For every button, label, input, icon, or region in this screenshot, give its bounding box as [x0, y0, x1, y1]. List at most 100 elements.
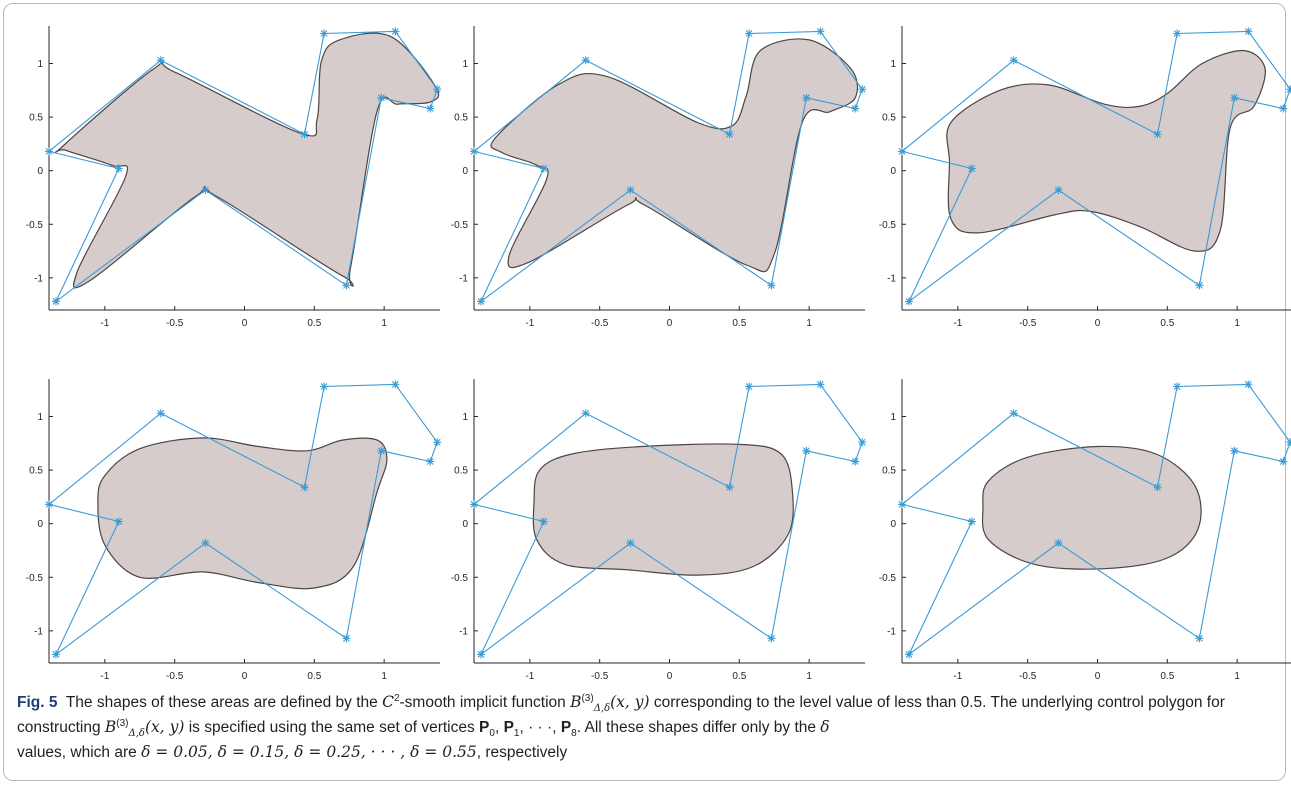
- vertex-marker-stroke: [320, 30, 328, 37]
- vertex-marker: [816, 380, 825, 389]
- vertex-marker: [626, 185, 635, 194]
- x-tick-label: 1: [806, 318, 812, 329]
- x-tick-label: 0: [242, 318, 248, 329]
- vertex-marker-stroke: [426, 105, 434, 112]
- vertex-marker-stroke: [202, 186, 209, 194]
- vertex-marker-stroke: [426, 458, 434, 465]
- y-tick-label: 0.5: [29, 466, 43, 477]
- vertex-marker-stroke: [45, 147, 53, 155]
- x-tick-label: -0.5: [1019, 671, 1037, 682]
- c-superscript: 2: [393, 692, 400, 704]
- vertex-marker: [476, 650, 485, 659]
- vertex-marker: [1009, 409, 1018, 418]
- vertex-marker: [1173, 29, 1182, 38]
- caption-text-4: is specified using the same set of verti…: [184, 719, 480, 736]
- x-tick-label: 1: [381, 318, 387, 329]
- vertex-marker-stroke: [1055, 186, 1062, 194]
- vertex-marker: [300, 130, 309, 139]
- x-tick-label: 0.5: [307, 671, 321, 682]
- b-subscript-2: Δ,δ: [128, 728, 145, 740]
- plot-svg-3: -1 -0.5 0 0.5 1 1 0.5 0 -0.5 -1: [879, 26, 1291, 329]
- vertex-marker: [745, 29, 754, 38]
- vertex-marker: [156, 56, 165, 65]
- sep-3: ,: [552, 719, 561, 736]
- vertex-marker-stroke: [540, 518, 548, 525]
- x-tick-label: -0.5: [166, 671, 184, 682]
- vertex-marker-stroke: [1010, 409, 1018, 417]
- vertex-marker: [51, 297, 60, 306]
- y-tick-label: 1: [462, 59, 468, 70]
- y-tick-label: -1: [459, 273, 468, 284]
- vertex-marker-stroke: [477, 651, 485, 658]
- vertex-marker-stroke: [1279, 105, 1287, 112]
- figure-label: Fig. 5: [17, 694, 58, 711]
- vertex-marker-stroke: [1010, 56, 1018, 64]
- y-tick-label: 0: [890, 166, 896, 177]
- plot-svg-2: -1 -0.5 0 0.5 1 1 0.5 0 -0.5 -1: [451, 26, 867, 329]
- vertex-marker-stroke: [851, 105, 859, 112]
- vertex-marker-stroke: [343, 634, 350, 642]
- vertex-marker-stroke: [1055, 539, 1062, 547]
- vertex-marker: [45, 500, 53, 509]
- b-symbol-2: B: [104, 718, 117, 736]
- vertex-marker: [1279, 457, 1288, 466]
- x-tick-label: 0: [667, 671, 673, 682]
- vertex-marker: [320, 29, 329, 38]
- sep-1: ,: [494, 719, 504, 736]
- x-tick-label: -1: [100, 671, 109, 682]
- plot-panel-4: -1 -0.5 0 0.5 1 1 0.5 0 -0.5 -1: [26, 371, 452, 693]
- vertex-marker: [1286, 85, 1291, 94]
- vertex-marker-stroke: [470, 500, 478, 508]
- vertex-marker: [767, 634, 776, 643]
- vertex-marker-stroke: [1230, 447, 1238, 455]
- vertex-marker-stroke: [726, 483, 733, 491]
- vertex-marker-stroke: [851, 458, 859, 465]
- vertex-marker-stroke: [858, 438, 866, 446]
- vertex-marker: [476, 297, 485, 306]
- vertex-marker: [470, 147, 478, 156]
- b-args: (x, y): [610, 693, 650, 711]
- caption-text-1: The shapes of these areas are defined by…: [65, 694, 383, 711]
- vertex-marker-stroke: [745, 383, 753, 390]
- vertex-marker-stroke: [1286, 87, 1291, 93]
- x-tick-label: -0.5: [591, 671, 609, 682]
- x-tick-label: -0.5: [1019, 318, 1037, 329]
- p1-subscript: 1: [513, 728, 520, 740]
- implicit-shape-region: [54, 32, 440, 289]
- figure-caption: Fig. 5 The shapes of these areas are def…: [17, 690, 1279, 765]
- vertex-marker-stroke: [968, 165, 976, 172]
- plot-panel-1: -1 -0.5 0 0.5 1 1 0.5 0 -0.5 -1: [26, 18, 452, 340]
- vertex-marker-stroke: [115, 165, 123, 172]
- x-tick-label: 0.5: [732, 671, 746, 682]
- y-tick-label: 1: [37, 59, 43, 70]
- vertex-marker-stroke: [391, 380, 399, 388]
- delta-symbol: δ: [820, 718, 830, 736]
- vertex-marker-stroke: [582, 409, 590, 417]
- vertex-marker: [1153, 483, 1162, 492]
- vertex-marker-stroke: [433, 85, 441, 93]
- y-tick-label: 1: [890, 59, 896, 70]
- vertex-marker-stroke: [1173, 383, 1181, 390]
- y-tick-label: -1: [887, 626, 896, 637]
- vertex-marker: [858, 85, 867, 94]
- x-tick-label: 1: [381, 671, 387, 682]
- y-tick-label: -0.5: [451, 573, 469, 584]
- vertex-marker-stroke: [1244, 27, 1252, 35]
- vertex-marker: [1173, 382, 1182, 391]
- vertex-marker-stroke: [898, 147, 906, 155]
- vertex-marker: [898, 500, 906, 509]
- vertex-marker: [581, 56, 590, 65]
- figure-frame: [3, 3, 1286, 781]
- vertex-marker: [851, 104, 860, 113]
- vertex-marker: [725, 483, 734, 492]
- sep-2: ,: [519, 719, 529, 736]
- vertex-marker: [433, 438, 442, 447]
- vertex-marker-stroke: [627, 186, 634, 194]
- vertex-marker-stroke: [301, 130, 308, 138]
- vertex-marker: [1230, 93, 1239, 102]
- x-tick-label: 0: [242, 671, 248, 682]
- y-tick-label: 0.5: [454, 113, 468, 124]
- vertex-marker: [1195, 281, 1204, 290]
- y-tick-label: 0: [37, 166, 43, 177]
- vertex-marker-stroke: [802, 94, 810, 102]
